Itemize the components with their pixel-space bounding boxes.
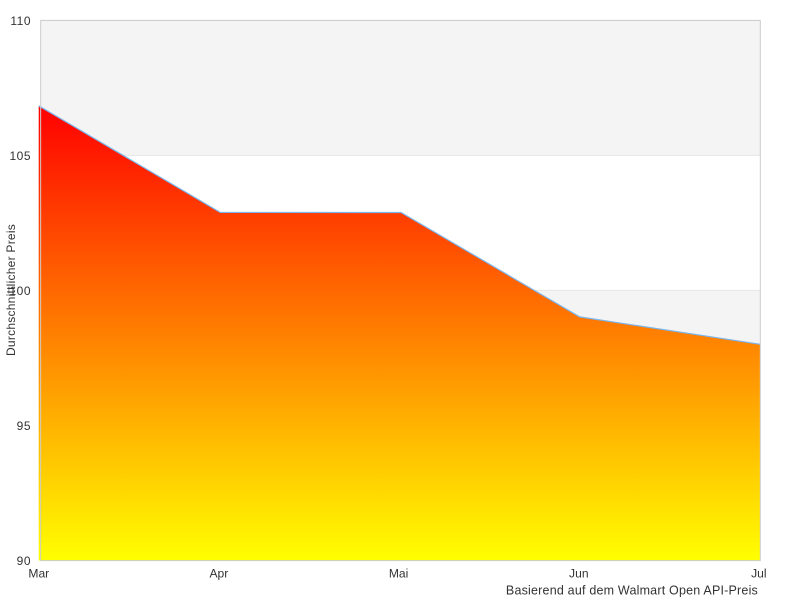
svg-text:Mar: Mar	[28, 566, 49, 580]
svg-text:95: 95	[17, 419, 31, 433]
svg-text:105: 105	[9, 149, 31, 163]
svg-text:110: 110	[10, 14, 31, 28]
svg-text:Apr: Apr	[209, 566, 228, 580]
svg-text:Mai: Mai	[389, 566, 409, 580]
svg-text:Durchschnittlicher Preis: Durchschnittlicher Preis	[4, 224, 18, 356]
svg-text:100: 100	[9, 284, 31, 298]
svg-text:Basierend auf dem Walmart Open: Basierend auf dem Walmart Open API-Preis	[506, 584, 758, 598]
svg-text:Jul: Jul	[751, 566, 766, 580]
svg-text:Jun: Jun	[569, 566, 589, 580]
svg-text:90: 90	[17, 554, 31, 568]
